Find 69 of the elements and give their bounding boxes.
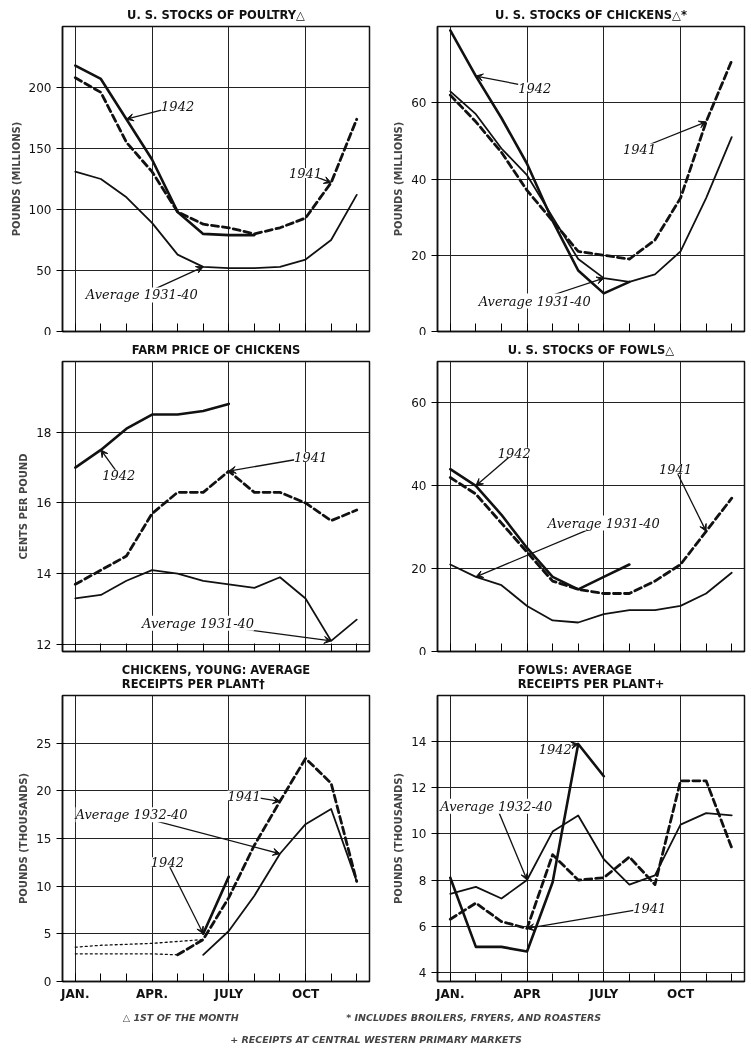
y-tick-label: 10 bbox=[411, 827, 427, 842]
y-tick-label: 12 bbox=[36, 637, 52, 652]
y-tick-label: 0 bbox=[418, 324, 427, 339]
y-tick-label: 18 bbox=[36, 425, 52, 440]
legend-label: 1942 bbox=[102, 467, 136, 483]
text: * INCLUDES BROILERS, FRYERS, AND ROASTERS bbox=[346, 1012, 602, 1023]
text: Average 1932-40 bbox=[74, 807, 188, 823]
x-tick-label: OCT bbox=[666, 986, 695, 1001]
y-tick-label: 150 bbox=[28, 142, 52, 156]
y-tick-label: 5 bbox=[43, 927, 52, 942]
y-tick-label: 0 bbox=[418, 644, 427, 659]
series-label: 1942 bbox=[518, 80, 552, 96]
y-tick-label: 25 bbox=[36, 736, 52, 751]
y-tick-label: 200 bbox=[28, 81, 52, 95]
y-tick-label: 20 bbox=[411, 562, 427, 577]
y-tick-label: 20 bbox=[411, 248, 427, 263]
y-tick-label: 16 bbox=[36, 496, 52, 511]
text: 1941 bbox=[294, 449, 328, 465]
y-tick-label: 14 bbox=[411, 735, 427, 750]
y-tick-label: 6 bbox=[418, 919, 427, 934]
y-tick-label: 40 bbox=[411, 172, 427, 187]
y-axis-title: POUNDS (THOUSANDS) bbox=[393, 772, 405, 905]
text: △ 1ST OF THE MONTH bbox=[122, 1012, 239, 1023]
x-tick-label: APR. bbox=[135, 986, 169, 1001]
y-tick-label: 0 bbox=[43, 975, 52, 989]
y-tick-label: 40 bbox=[411, 479, 427, 494]
chart-title: U. S. STOCKS OF CHICKENS△* bbox=[495, 7, 687, 22]
y-tick-label: 60 bbox=[411, 96, 427, 111]
y-axis-title: POUNDS (MILLIONS) bbox=[393, 121, 405, 237]
chart-title: FARM PRICE OF CHICKENS bbox=[131, 342, 301, 357]
legend-label: Average 1931-40 bbox=[477, 293, 591, 309]
x-tick-label: OCT bbox=[291, 986, 320, 1001]
chart-title: U. S. STOCKS OF FOWLS△ bbox=[507, 342, 675, 357]
x-tick-label: JAN. bbox=[435, 986, 465, 1001]
y-tick-label: 10 bbox=[36, 879, 52, 894]
text: 1942 bbox=[161, 98, 195, 114]
legend-label: 1941 bbox=[227, 788, 261, 804]
y-tick-label: 100 bbox=[28, 203, 52, 217]
y-tick-label: 50 bbox=[36, 264, 52, 278]
text: Average 1931-40 bbox=[546, 515, 660, 531]
text: 1942 bbox=[150, 855, 184, 871]
text: 1941 bbox=[658, 462, 692, 478]
chart-title: FOWLS: AVERAGE RECEIPTS PER PLANT+ bbox=[517, 662, 665, 691]
y-tick-label: 20 bbox=[36, 784, 52, 799]
y-tick-label: 60 bbox=[411, 396, 427, 411]
series-label: 1941 bbox=[633, 900, 667, 916]
text: 1941 bbox=[623, 141, 657, 157]
y-tick-label: 8 bbox=[418, 873, 427, 888]
text: 1942 bbox=[497, 445, 531, 461]
text: Average 1931-40 bbox=[141, 615, 255, 631]
x-tick-label: JULY bbox=[213, 986, 244, 1001]
x-tick-label: JULY bbox=[588, 986, 619, 1001]
series-label: Average 1932-40 bbox=[439, 798, 553, 814]
y-axis-title: POUNDS (MILLIONS) bbox=[10, 121, 22, 237]
legend-label: 1942 bbox=[538, 741, 572, 757]
y-tick-label: 4 bbox=[418, 965, 427, 980]
y-tick-label: 0 bbox=[43, 324, 52, 339]
y-tick-label: 14 bbox=[36, 567, 52, 582]
text: + RECEIPTS AT CENTRAL WESTERN PRIMARY MARKETS bbox=[230, 1034, 523, 1045]
y-tick-label: 15 bbox=[36, 832, 52, 846]
series-label: Average 1931-40 bbox=[84, 287, 198, 303]
x-tick-label: APR bbox=[513, 986, 541, 1001]
y-tick-label: 12 bbox=[411, 781, 427, 796]
chart-title: CHICKENS, YOUNG: AVERAGE RECEIPTS PER PLANT† bbox=[121, 662, 311, 691]
chart-title: U. S. STOCKS OF POULTRY△ bbox=[127, 7, 306, 22]
x-tick-label: JAN. bbox=[60, 986, 90, 1001]
legend-label: 1941 bbox=[289, 165, 323, 181]
y-axis-title: CENTS PER POUND bbox=[18, 453, 30, 560]
y-axis-title: POUNDS (THOUSANDS) bbox=[18, 772, 30, 905]
